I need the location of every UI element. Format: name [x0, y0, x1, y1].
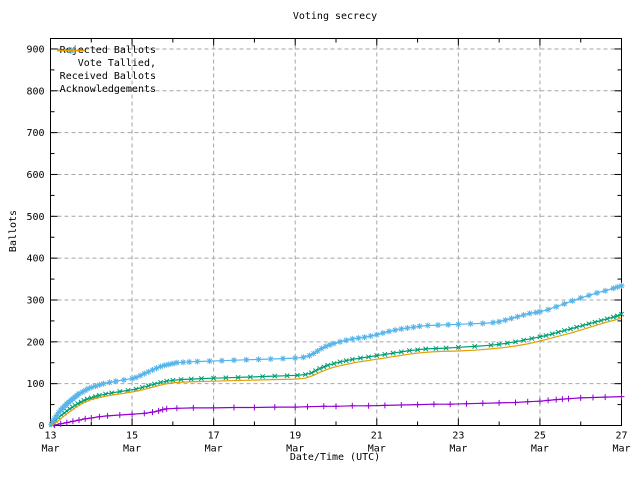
- x-tick-label-month: Mar: [41, 444, 59, 455]
- series-received-ballots: [48, 282, 625, 428]
- legend-item-vote-tallied: Vote Tallied,: [52, 47, 156, 70]
- y-tick-label: 100: [26, 379, 44, 390]
- y-tick-label: 600: [26, 170, 44, 181]
- y-tick-label: 700: [26, 128, 44, 139]
- x-tick-label-month: Mar: [531, 444, 549, 455]
- x-tick-label-day: 15: [126, 431, 138, 442]
- y-tick-label: 0: [38, 421, 44, 432]
- legend-item-acknowledgements: Acknowledgements: [52, 49, 156, 96]
- legend: Rejected Ballots Vote Tallied, Received Ba…: [52, 44, 156, 96]
- y-tick-label: 300: [26, 295, 44, 306]
- axis-ticks: [50, 38, 622, 426]
- y-axis-label: Ballots: [8, 209, 19, 253]
- x-tick-label-month: Mar: [449, 444, 467, 455]
- legend-item-received-ballots: Received Ballots: [52, 47, 156, 83]
- legend-label: Received Ballots: [59, 71, 156, 82]
- series-line-acknowledgements: [51, 317, 622, 426]
- series-markers-received-ballots: [48, 282, 625, 428]
- x-tick-label-month: Mar: [286, 444, 304, 455]
- x-tick-label-month: Mar: [123, 444, 141, 455]
- legend-label: Acknowledgements: [59, 84, 156, 95]
- x-tick-label-month: Mar: [612, 444, 630, 455]
- x-tick-label-month: Mar: [205, 444, 223, 455]
- series-rejected-ballots: [51, 393, 625, 429]
- x-tick-label-day: 23: [452, 431, 464, 442]
- legend-sample-line: [57, 49, 85, 52]
- y-tick-label: 900: [26, 44, 44, 55]
- series-markers-vote-tallied: [49, 311, 625, 428]
- tick-labels: 0 100 200 300 400 500 600 700 800 900 13 Mar 15 Mar 17…: [26, 44, 630, 454]
- plot-border: [50, 38, 622, 426]
- series-line-rejected-ballots: [54, 396, 622, 426]
- legend-label: Vote Tallied,: [77, 58, 156, 69]
- y-tick-label: 200: [26, 337, 44, 348]
- y-tick-label: 800: [26, 86, 44, 97]
- x-tick-label-day: 27: [615, 431, 627, 442]
- gridlines: [50, 38, 622, 426]
- series-line-vote-tallied: [51, 313, 622, 426]
- y-tick-label: 400: [26, 254, 44, 265]
- x-tick-label-month: Mar: [368, 444, 386, 455]
- x-tick-label-day: 13: [44, 431, 56, 442]
- x-tick-label-day: 17: [208, 431, 220, 442]
- x-tick-label-day: 25: [534, 431, 546, 442]
- series-acknowledgements: [51, 317, 622, 426]
- y-tick-label: 500: [26, 212, 44, 223]
- series-markers-rejected-ballots: [51, 393, 625, 429]
- series-vote-tallied: [49, 311, 625, 428]
- chart-title: Voting secrecy: [292, 11, 378, 22]
- x-tick-label-day: 19: [289, 431, 301, 442]
- x-tick-label-day: 21: [371, 431, 383, 442]
- x-axis-label: Date/Time (UTC): [289, 452, 381, 463]
